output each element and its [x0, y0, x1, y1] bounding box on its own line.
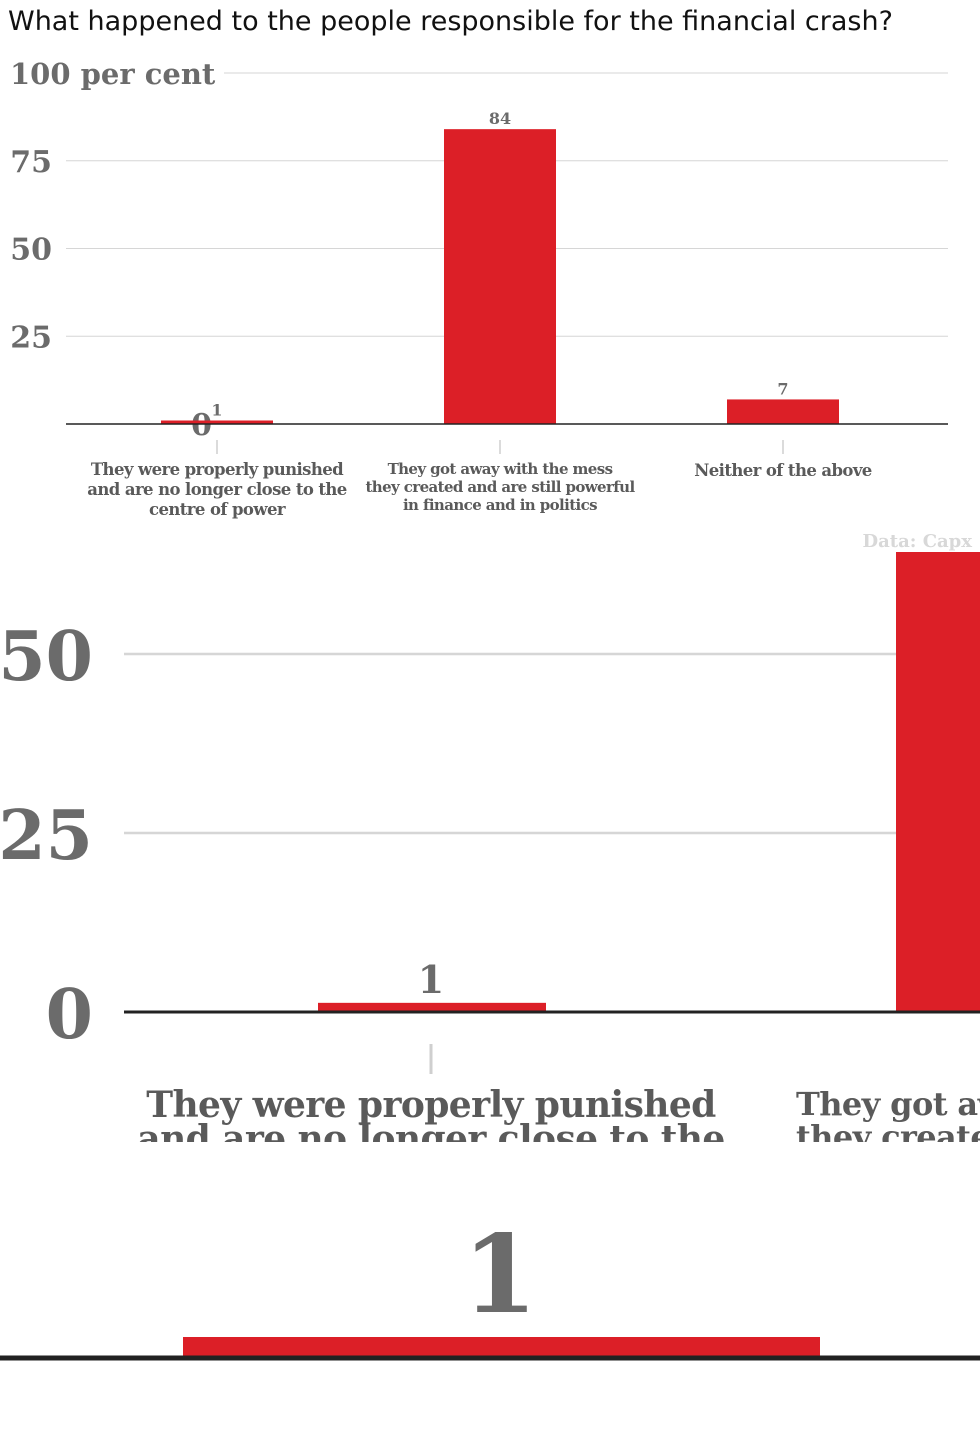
bar — [727, 399, 839, 424]
x-tick-label: They were properly punished — [91, 460, 344, 479]
y-tick-label: 100 per cent — [10, 57, 216, 91]
x-tick-label: They got away with the mess — [796, 1085, 980, 1123]
y-tick-label: 50 — [10, 233, 52, 268]
data-label: 84 — [489, 109, 511, 128]
y-tick-label: 25 — [0, 796, 93, 876]
bar — [896, 552, 980, 1012]
bar — [183, 1337, 820, 1357]
zoomed-bar-detail-panel: 1 — [0, 1212, 980, 1361]
x-tick-label: and are no longer close to the — [137, 1118, 724, 1142]
bar-chart: 0 25 50 75 100 per cent 1 They were properly p… — [10, 57, 973, 552]
bar — [444, 129, 556, 424]
question-title: What happened to the people responsible … — [8, 6, 893, 37]
y-tick-label: 50 — [0, 617, 93, 697]
y-tick-label: 75 — [10, 145, 52, 180]
y-tick-label: 0 — [191, 408, 212, 443]
x-tick-label: centre of power — [149, 500, 286, 519]
data-label: 1 — [211, 400, 222, 419]
x-tick-label: they created and are still powerful — [365, 478, 635, 496]
bar — [318, 1002, 546, 1012]
y-tick-label: 0 — [46, 975, 93, 1055]
x-tick-label: in finance and in politics — [403, 496, 597, 514]
bar — [161, 420, 273, 424]
source-note: Data: Capx — [863, 531, 973, 552]
x-tick-label: They were properly punished — [146, 1084, 716, 1126]
data-label: 1 — [462, 1212, 537, 1338]
x-tick-label: Neither of the above — [694, 461, 872, 480]
data-label: 1 — [418, 957, 444, 1002]
x-tick-label: They got away with the mess — [388, 460, 613, 478]
y-tick-label: 25 — [10, 320, 52, 355]
data-label: 7 — [777, 379, 788, 398]
x-tick-label: they created and are still powerful — [796, 1118, 980, 1142]
x-tick-label: and are no longer close to the — [87, 480, 347, 499]
